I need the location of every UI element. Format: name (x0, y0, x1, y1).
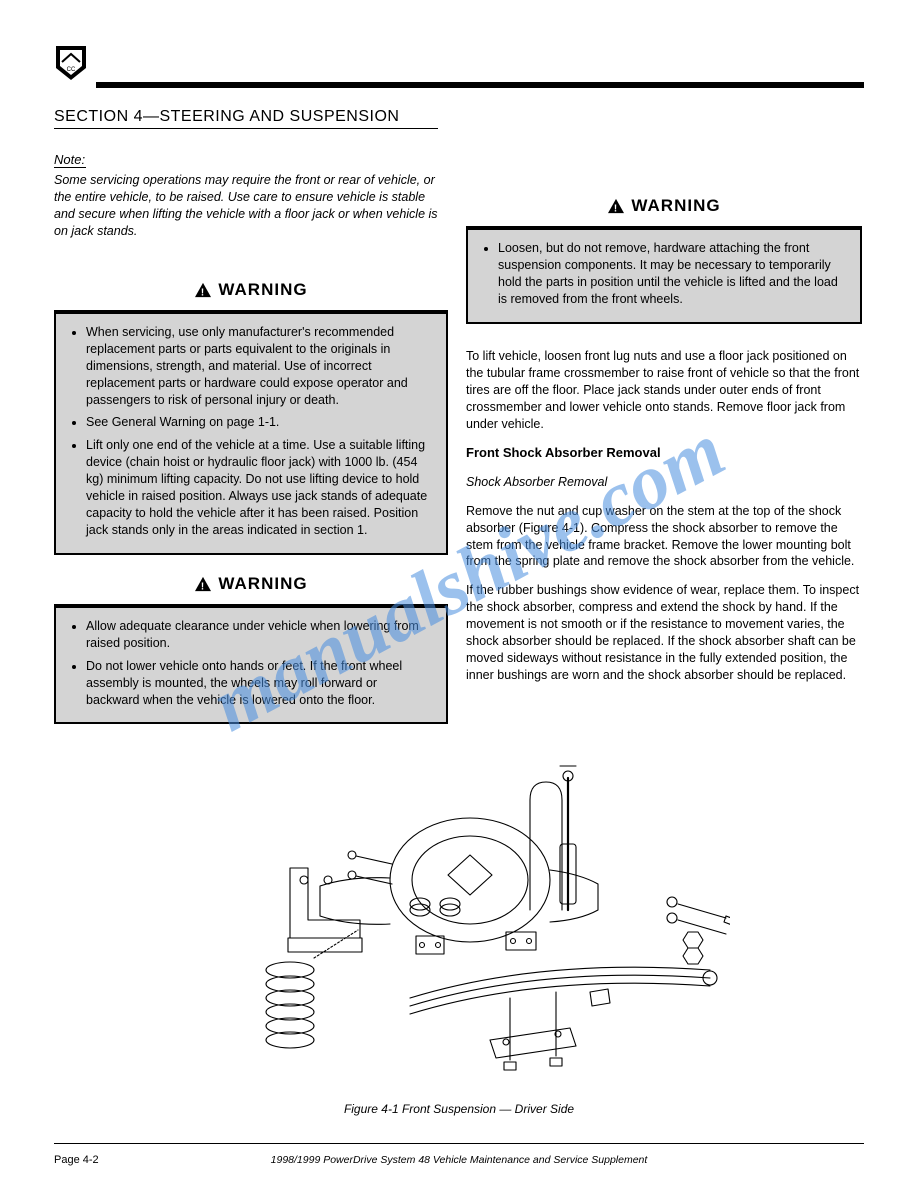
warning-body-box: Allow adequate clearance under vehicle w… (54, 604, 448, 724)
svg-text:!: ! (201, 581, 205, 592)
note-body: Some servicing operations may require th… (54, 172, 440, 240)
paragraph: Remove the nut and cup washer on the ste… (466, 503, 862, 571)
svg-text:!: ! (201, 287, 205, 298)
figure-front-suspension (170, 760, 730, 1090)
warning-list: When servicing, use only manufacturer's … (68, 324, 434, 539)
warning-item: Do not lower vehicle onto hands or feet.… (86, 658, 434, 709)
warning-block-3: ! WARNING Loosen, but do not remove, har… (466, 192, 862, 324)
warning-header: ! WARNING (54, 570, 448, 598)
suspension-diagram-icon (170, 760, 730, 1090)
warning-item: See General Warning on page 1-1. (86, 414, 434, 431)
section-title-underline (54, 128, 438, 129)
footer-rule (54, 1143, 864, 1144)
warning-header: ! WARNING (54, 276, 448, 304)
warning-block-2: ! WARNING Allow adequate clearance under… (54, 570, 448, 724)
warning-item: When servicing, use only manufacturer's … (86, 324, 434, 408)
note-heading: Note: (54, 152, 85, 167)
subsection-style-heading: Shock Absorber Removal (466, 474, 862, 491)
warning-item: Loosen, but do not remove, hardware atta… (498, 240, 848, 308)
warning-list: Allow adequate clearance under vehicle w… (68, 618, 434, 708)
warning-triangle-icon: ! (607, 198, 625, 214)
header-rule (96, 82, 864, 88)
warning-label: WARNING (218, 280, 307, 300)
warning-item: Lift only one end of the vehicle at a ti… (86, 437, 434, 538)
warning-triangle-icon: ! (194, 282, 212, 298)
warning-triangle-icon: ! (194, 576, 212, 592)
warning-body-box: When servicing, use only manufacturer's … (54, 310, 448, 555)
shield-icon: CC (54, 44, 88, 82)
warning-label: WARNING (218, 574, 307, 594)
footer: Page 4-2 1998/1999 PowerDrive System 48 … (54, 1154, 864, 1166)
page: CC SECTION 4—STEERING AND SUSPENSION 4 N… (0, 0, 918, 1188)
warning-body-box: Loosen, but do not remove, hardware atta… (466, 226, 862, 324)
brand-logo: CC (54, 44, 88, 82)
subsection-heading: Front Shock Absorber Removal (466, 444, 862, 462)
warning-block-1: ! WARNING When servicing, use only manuf… (54, 276, 448, 555)
warning-list: Loosen, but do not remove, hardware atta… (480, 240, 848, 308)
paragraph: If the rubber bushings show evidence of … (466, 582, 862, 683)
right-column-text: To lift vehicle, loosen front lug nuts a… (466, 348, 862, 696)
warning-label: WARNING (631, 196, 720, 216)
svg-text:!: ! (614, 203, 618, 214)
footer-center: 1998/1999 PowerDrive System 48 Vehicle M… (54, 1154, 864, 1166)
warning-header: ! WARNING (466, 192, 862, 220)
paragraph: To lift vehicle, loosen front lug nuts a… (466, 348, 862, 432)
note-underline (54, 167, 86, 168)
figure-caption: Figure 4-1 Front Suspension — Driver Sid… (0, 1102, 918, 1116)
svg-text:CC: CC (67, 67, 76, 73)
section-title: SECTION 4—STEERING AND SUSPENSION (54, 108, 399, 126)
warning-item: Allow adequate clearance under vehicle w… (86, 618, 434, 652)
